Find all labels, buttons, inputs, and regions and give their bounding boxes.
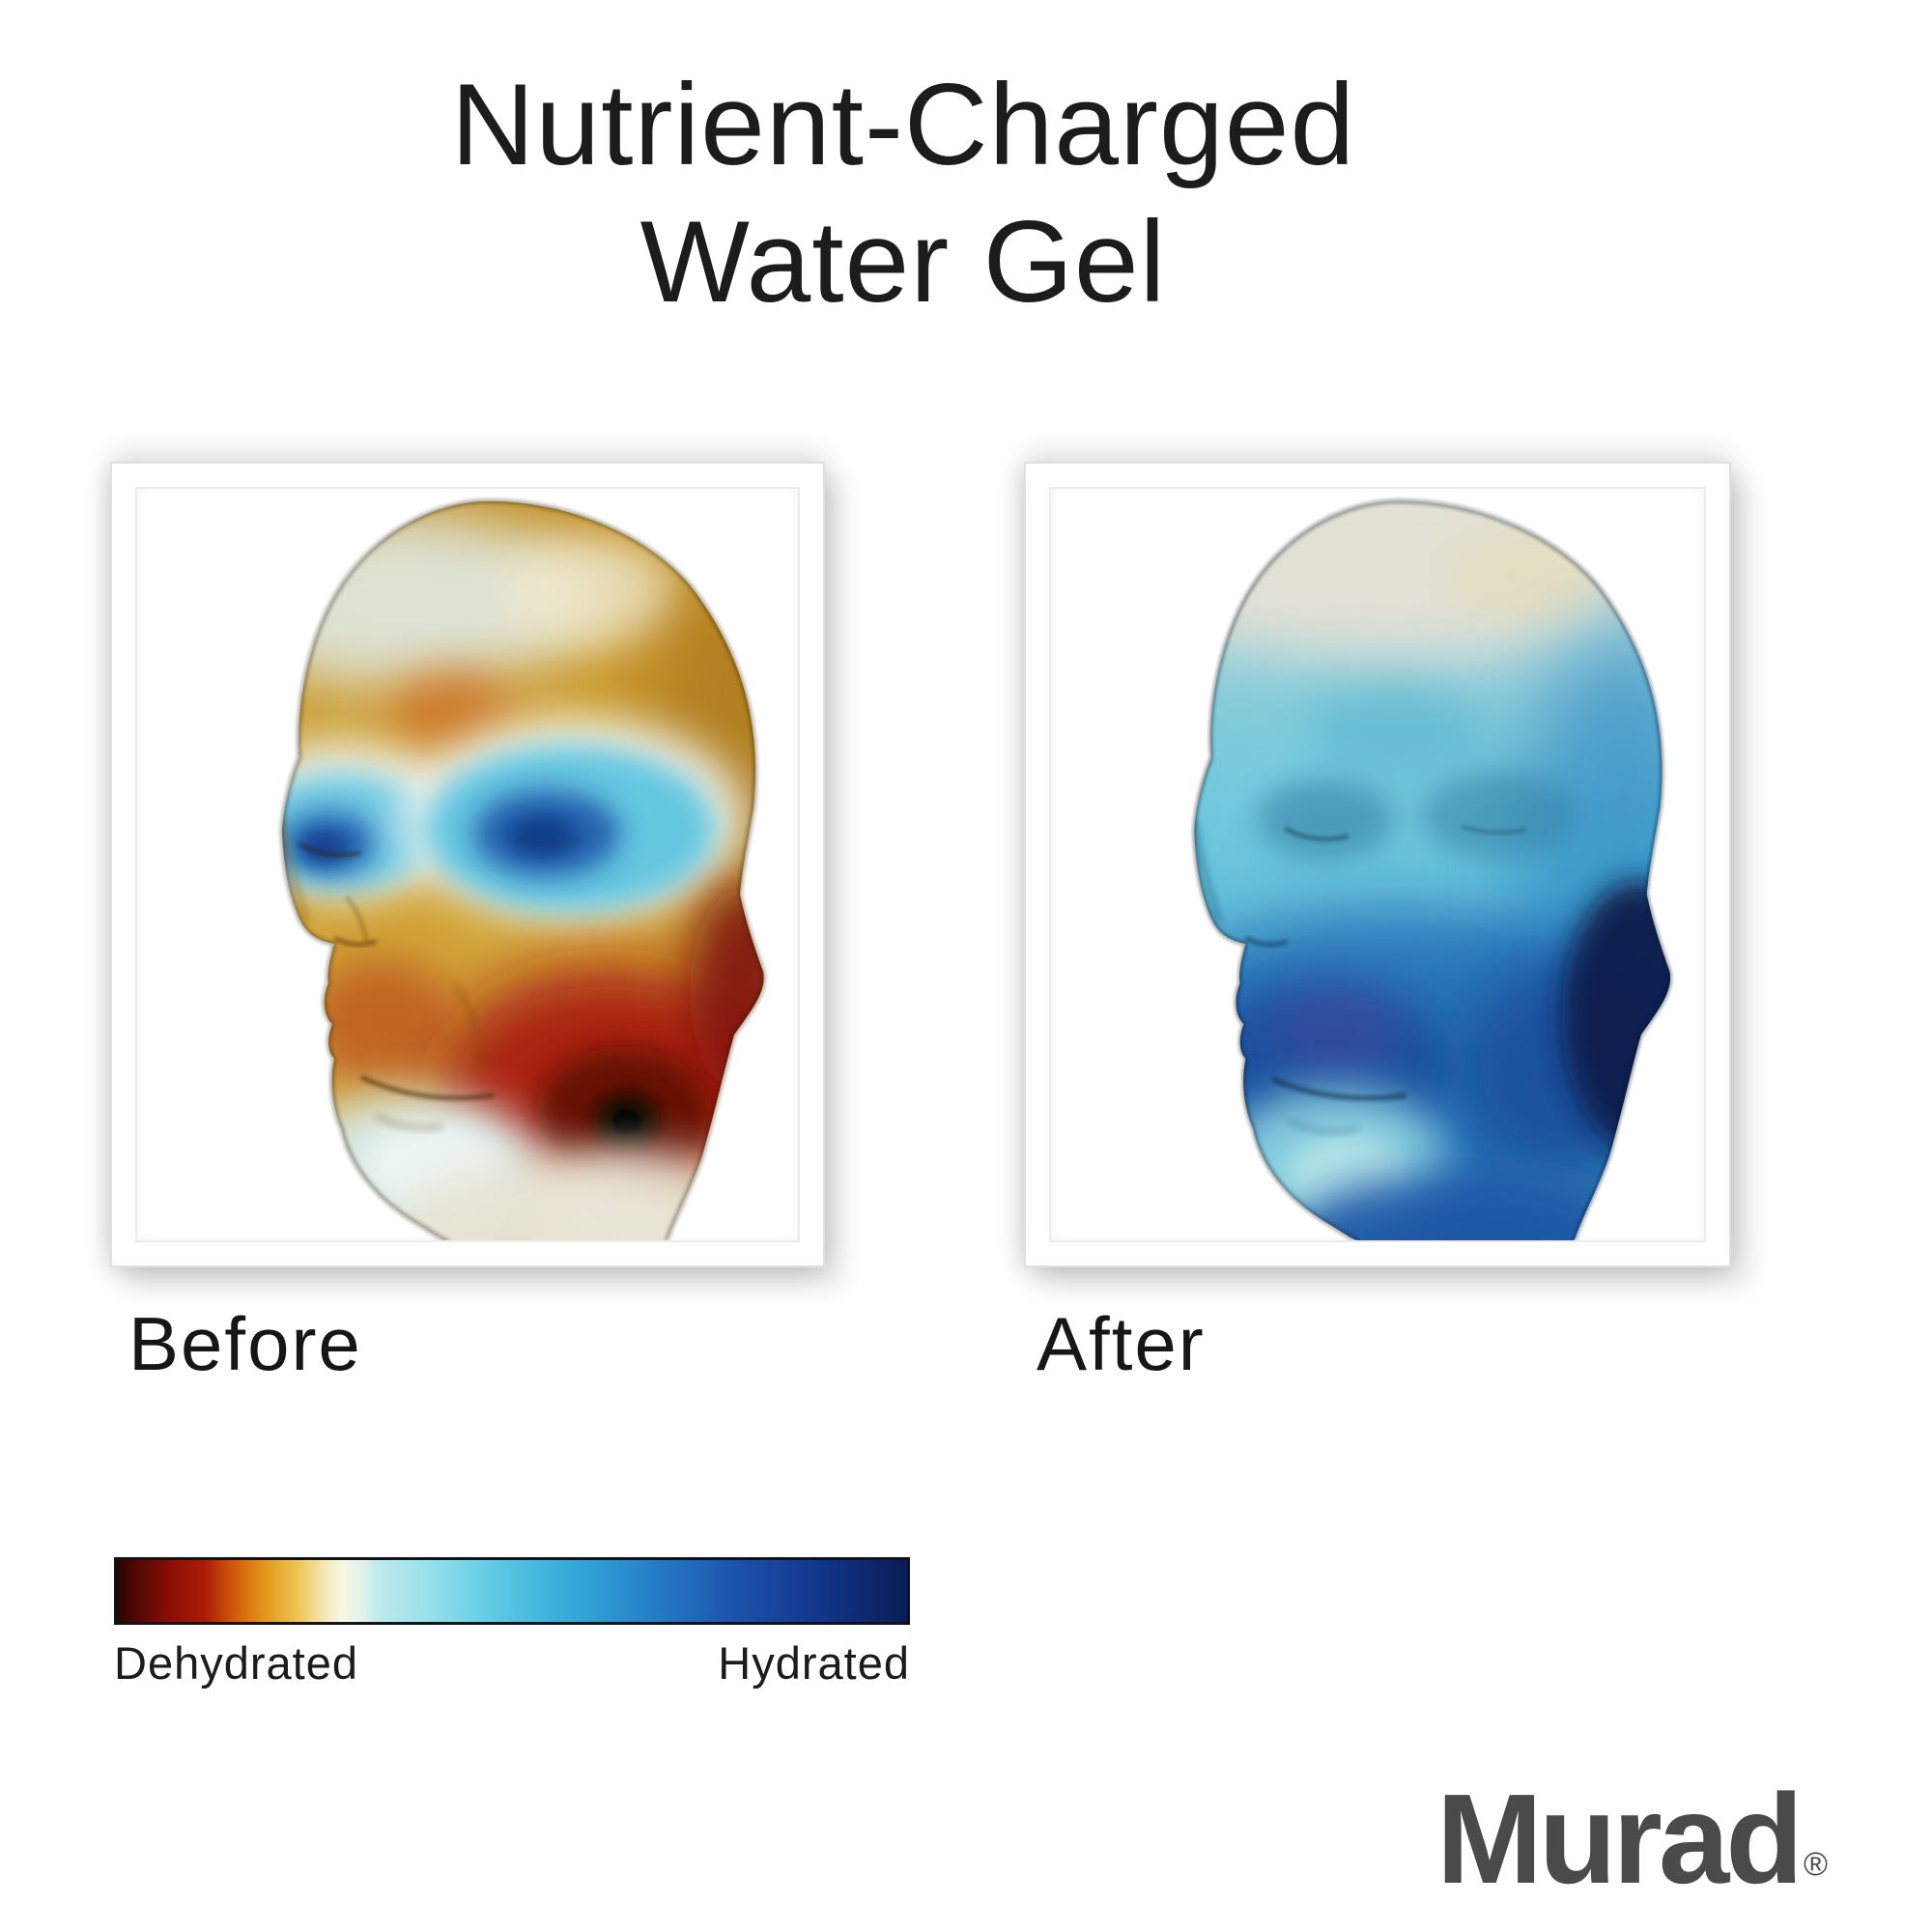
nose-side-crease	[346, 896, 369, 943]
after-photo	[1049, 487, 1706, 1242]
right-eye-deep-core	[509, 816, 575, 857]
under-lip-shadow	[374, 1114, 443, 1131]
ear-dark-red	[690, 887, 764, 1095]
after-label: After	[1037, 1301, 1206, 1386]
product-title-line2: Water Gel	[639, 197, 1167, 327]
legend-labels: Dehydrated Hydrated	[114, 1636, 910, 1690]
brand-name: Murad	[1435, 1768, 1804, 1910]
nostril-line	[334, 937, 377, 947]
product-title: Nutrient-Charged Water Gel	[0, 56, 1806, 330]
after-head-outline	[1192, 499, 1672, 1240]
before-photo-frame	[110, 462, 825, 1267]
after-photo-frame	[1024, 462, 1731, 1267]
after-face-features	[1194, 819, 1526, 1135]
registered-trademark-icon: ®	[1803, 1846, 1828, 1883]
legend-dehydrated-label: Dehydrated	[114, 1637, 358, 1689]
left-eye-socket-shade	[1257, 779, 1395, 860]
forehead-highlight	[497, 537, 681, 649]
nose-ridge-shadow	[282, 819, 310, 923]
before-label: Before	[128, 1301, 362, 1386]
neck-dark-blue	[1294, 1173, 1629, 1240]
right-eye-crease	[520, 837, 582, 846]
crown-warm-hint	[1442, 532, 1605, 619]
right-eye-socket-shade	[1419, 771, 1577, 860]
mouth-line	[360, 1075, 496, 1101]
product-title-line1: Nutrient-Charged	[450, 60, 1356, 189]
nasolabial-crease	[453, 983, 482, 1070]
right-eyelid-line	[1462, 825, 1526, 835]
legend-hydrated-label: Hydrated	[718, 1637, 910, 1689]
cheek-black-core	[612, 1109, 641, 1134]
dehydrated-face-heatmap	[280, 499, 766, 1240]
hydration-colorbar	[114, 1557, 910, 1625]
before-face-features	[282, 819, 582, 1131]
cheek-purple-hint	[1266, 985, 1405, 1074]
after-face-paint	[1194, 500, 1671, 1240]
hydrated-face-heatmap	[1192, 499, 1672, 1240]
under-lip-shadow	[1287, 1119, 1359, 1135]
left-eye-crease	[298, 842, 361, 858]
nose-ridge-shadow	[1194, 819, 1222, 923]
mouth-line	[1271, 1077, 1407, 1101]
left-cheek-red	[305, 958, 456, 1086]
ear-navy-zone	[1561, 880, 1671, 1151]
nostril-line	[1245, 937, 1289, 947]
brand-logo: Murad ®	[1436, 1766, 1828, 1912]
before-head-outline	[280, 499, 766, 1240]
before-photo	[135, 487, 800, 1242]
brow-shade	[1308, 682, 1481, 779]
before-face-paint	[282, 500, 764, 1240]
left-eyelid-line	[1284, 827, 1350, 841]
